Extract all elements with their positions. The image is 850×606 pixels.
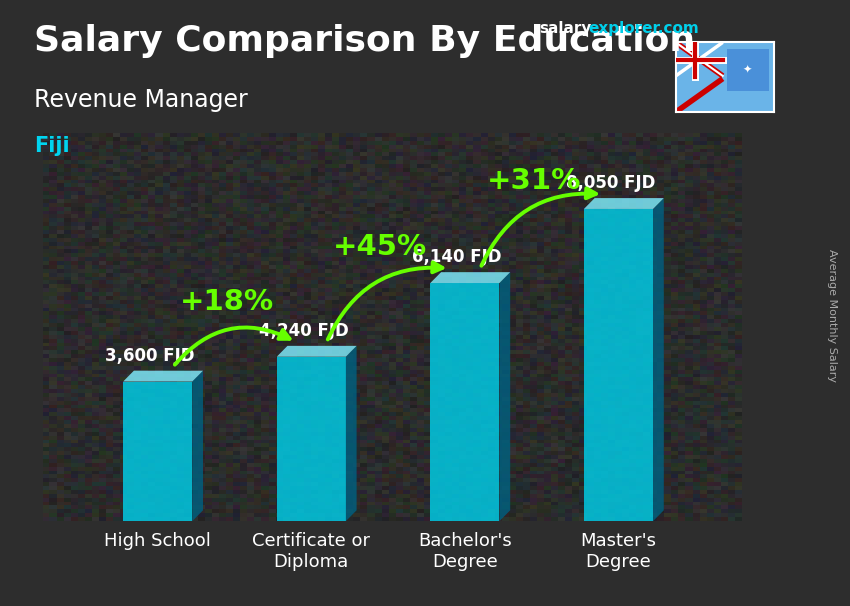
Polygon shape <box>653 198 664 521</box>
Text: 8,050 FJD: 8,050 FJD <box>566 175 655 192</box>
FancyArrowPatch shape <box>328 262 442 339</box>
Polygon shape <box>727 50 768 91</box>
Text: Average Monthly Salary: Average Monthly Salary <box>827 248 837 382</box>
Text: explorer.com: explorer.com <box>588 21 699 36</box>
Text: +31%: +31% <box>487 167 581 195</box>
Text: +45%: +45% <box>333 233 428 261</box>
Text: Salary Comparison By Education: Salary Comparison By Education <box>34 24 695 58</box>
Text: ✦: ✦ <box>743 65 752 75</box>
Polygon shape <box>192 371 203 521</box>
Text: Revenue Manager: Revenue Manager <box>34 88 247 112</box>
Polygon shape <box>277 357 346 521</box>
Polygon shape <box>584 198 664 209</box>
Text: salary: salary <box>540 21 592 36</box>
Text: Fiji: Fiji <box>34 136 70 156</box>
Polygon shape <box>346 346 357 521</box>
Text: 3,600 FJD: 3,600 FJD <box>105 347 195 365</box>
FancyArrowPatch shape <box>175 327 290 365</box>
Polygon shape <box>500 272 510 521</box>
Polygon shape <box>277 346 357 357</box>
Polygon shape <box>584 209 653 521</box>
Text: 6,140 FJD: 6,140 FJD <box>412 248 502 267</box>
Polygon shape <box>430 272 510 283</box>
Text: +18%: +18% <box>179 288 274 316</box>
Polygon shape <box>123 382 192 521</box>
FancyArrowPatch shape <box>481 188 596 266</box>
Text: 4,240 FJD: 4,240 FJD <box>258 322 348 340</box>
Polygon shape <box>123 371 203 382</box>
Polygon shape <box>430 283 500 521</box>
